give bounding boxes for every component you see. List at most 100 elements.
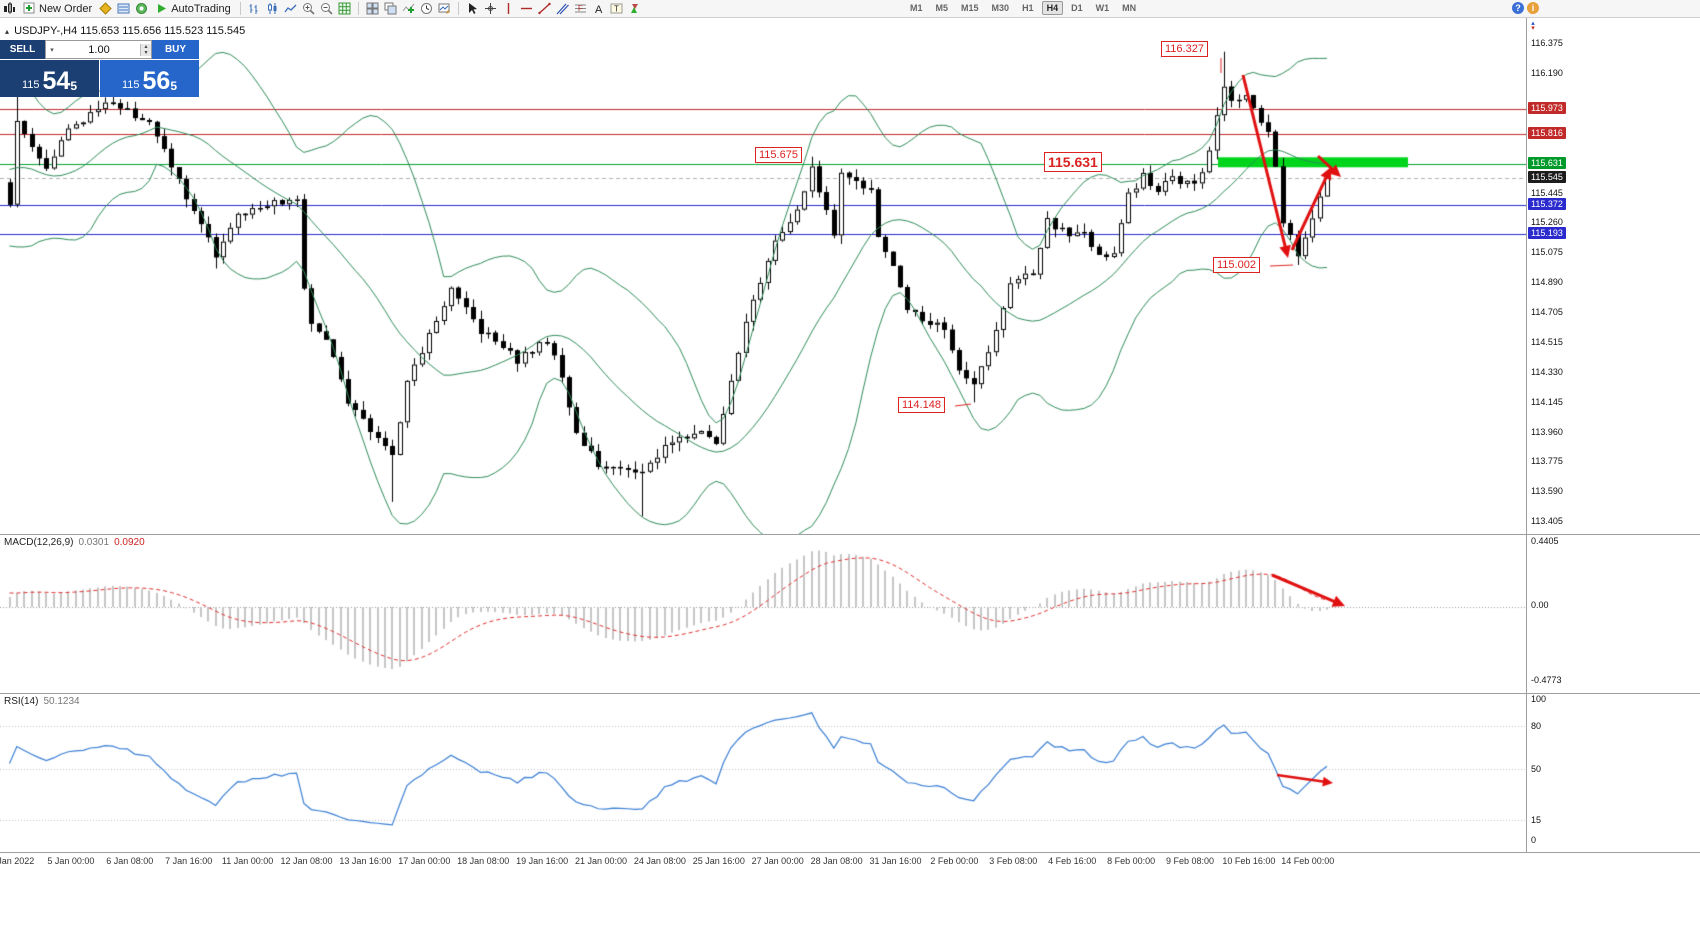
price-axis-label: 113.590 xyxy=(1531,486,1563,497)
arrows-tool-icon[interactable] xyxy=(628,2,641,15)
templates-icon[interactable] xyxy=(438,2,451,15)
toolbar-separator xyxy=(357,2,359,15)
buy-button[interactable]: BUY xyxy=(152,40,199,59)
info-icon[interactable]: i xyxy=(1527,2,1539,14)
timeframe-button-m15[interactable]: M15 xyxy=(961,3,979,13)
fibonacci-tool-icon[interactable]: F xyxy=(574,2,587,15)
svg-text:T: T xyxy=(614,5,619,14)
price-annotation[interactable]: 114.148 xyxy=(898,397,945,413)
rsi-axis-label: 80 xyxy=(1531,721,1542,731)
time-axis-label: 3 Jan 2022 xyxy=(0,856,35,866)
volume-down-button[interactable]: ▾ xyxy=(140,49,151,56)
time-axis-label: 19 Jan 16:00 xyxy=(516,856,569,866)
symbol-marker-icon: ▴ xyxy=(5,27,10,36)
panel-separator[interactable] xyxy=(0,693,1700,694)
candle-chart-mode-icon[interactable] xyxy=(266,2,279,15)
vertical-line-tool-icon[interactable] xyxy=(502,2,515,15)
time-axis-label: 27 Jan 00:00 xyxy=(751,856,804,866)
grid-icon[interactable] xyxy=(338,2,351,15)
periods-clock-icon[interactable] xyxy=(420,2,433,15)
time-axis-label: 17 Jan 00:00 xyxy=(398,856,451,866)
price-axis-label: 113.960 xyxy=(1531,426,1563,437)
zoom-out-icon[interactable] xyxy=(320,2,333,15)
new-order-button[interactable]: New Order xyxy=(21,1,94,16)
text-label-tool-icon[interactable]: T xyxy=(610,2,623,15)
volume-input[interactable] xyxy=(58,43,140,56)
toolbar-separator xyxy=(239,2,241,15)
channel-tool-icon[interactable] xyxy=(556,2,569,15)
panel-separator[interactable] xyxy=(0,534,1700,535)
metaeditor-icon[interactable] xyxy=(99,2,112,15)
sell-price-display[interactable]: 115 54 5 xyxy=(0,60,99,97)
price-annotation[interactable]: 115.631 xyxy=(1044,152,1102,172)
help-icon[interactable]: ? xyxy=(1512,2,1524,14)
time-axis-label: 3 Feb 08:00 xyxy=(989,856,1038,866)
price-axis-label: 114.705 xyxy=(1531,306,1563,317)
new-order-icon xyxy=(23,2,36,15)
timeframe-button-h4[interactable]: H4 xyxy=(1041,1,1064,15)
timeframe-button-d1[interactable]: D1 xyxy=(1071,3,1083,13)
expert-advisors-icon[interactable] xyxy=(135,2,148,15)
macd-axis-label: -0.4773 xyxy=(1531,675,1562,685)
price-axis-label: 113.405 xyxy=(1531,515,1563,526)
timeframe-button-m1[interactable]: M1 xyxy=(910,3,923,13)
rsi-axis-label: 50 xyxy=(1531,764,1542,774)
timeframe-button-m30[interactable]: M30 xyxy=(991,3,1010,13)
autotrading-button[interactable]: AutoTrading xyxy=(153,1,233,16)
time-axis-label: 24 Jan 08:00 xyxy=(633,856,686,866)
svg-text:F: F xyxy=(578,4,583,13)
time-axis-label: 31 Jan 16:00 xyxy=(869,856,922,866)
horizontal-line-tool-icon[interactable] xyxy=(520,2,533,15)
timeframe-button-w1[interactable]: W1 xyxy=(1095,3,1110,13)
price-annotation[interactable]: 115.002 xyxy=(1213,257,1260,273)
price-annotation[interactable]: 115.675 xyxy=(755,147,802,163)
price-line-label: 115.193 xyxy=(1528,227,1566,240)
main-price-chart[interactable] xyxy=(0,17,1526,534)
rsi-axis-label: 0 xyxy=(1531,835,1537,845)
price-axis-label: 114.330 xyxy=(1531,367,1563,378)
timeframe-button-m5[interactable]: M5 xyxy=(935,3,949,13)
volume-up-button[interactable]: ▴ xyxy=(140,43,151,50)
time-axis-label: 21 Jan 00:00 xyxy=(574,856,628,866)
svg-text:A: A xyxy=(595,4,603,15)
rsi-axis-label: 15 xyxy=(1531,815,1542,825)
toolbar-right-icons: ? i xyxy=(1512,2,1539,14)
volume-dropdown-button[interactable]: ▾ xyxy=(50,46,54,54)
time-axis-label: 10 Feb 16:00 xyxy=(1222,856,1276,866)
rsi-label: RSI(14) 50.1234 xyxy=(4,696,80,707)
tile-windows-icon[interactable] xyxy=(366,2,379,15)
timeframe-button-mn[interactable]: MN xyxy=(1122,3,1137,13)
volume-field: ▾ ▴ ▾ xyxy=(45,40,152,59)
time-axis-label: 7 Jan 16:00 xyxy=(165,856,213,866)
price-axis-label: 114.890 xyxy=(1531,276,1563,287)
time-axis-label: 28 Jan 08:00 xyxy=(810,856,863,866)
axis-scale-icon[interactable]: ▴ ▾ xyxy=(1531,20,1535,32)
crosshair-icon[interactable] xyxy=(484,2,497,15)
macd-indicator-panel[interactable] xyxy=(0,535,1526,693)
chart-window-icon[interactable] xyxy=(3,2,16,15)
price-axis-label: 115.075 xyxy=(1531,247,1563,258)
line-chart-mode-icon[interactable] xyxy=(284,2,297,15)
trendline-tool-icon[interactable] xyxy=(538,2,551,15)
price-annotation[interactable]: 116.327 xyxy=(1161,41,1208,57)
market-watch-icon[interactable] xyxy=(117,2,130,15)
price-axis-label: 113.775 xyxy=(1531,456,1563,467)
time-axis-label: 14 Feb 00:00 xyxy=(1281,856,1335,866)
time-axis-label: 2 Feb 00:00 xyxy=(930,856,979,866)
time-axis-label: 5 Jan 00:00 xyxy=(47,856,95,866)
price-line-label: 115.545 xyxy=(1528,170,1566,183)
toolbar-separator xyxy=(457,2,459,15)
cascade-windows-icon[interactable] xyxy=(384,2,397,15)
price-line-label: 115.372 xyxy=(1528,198,1566,211)
sell-button[interactable]: SELL xyxy=(0,40,45,59)
zoom-in-icon[interactable] xyxy=(302,2,315,15)
cursor-icon[interactable] xyxy=(466,2,479,15)
indicators-icon[interactable] xyxy=(402,2,415,15)
timeframe-button-h1[interactable]: H1 xyxy=(1022,3,1034,13)
rsi-indicator-panel[interactable] xyxy=(0,694,1526,852)
buy-price-display[interactable]: 115 56 5 xyxy=(100,60,199,97)
text-tool-icon[interactable]: A xyxy=(592,2,605,15)
price-line-label: 115.816 xyxy=(1528,126,1566,139)
bar-chart-mode-icon[interactable] xyxy=(248,2,261,15)
